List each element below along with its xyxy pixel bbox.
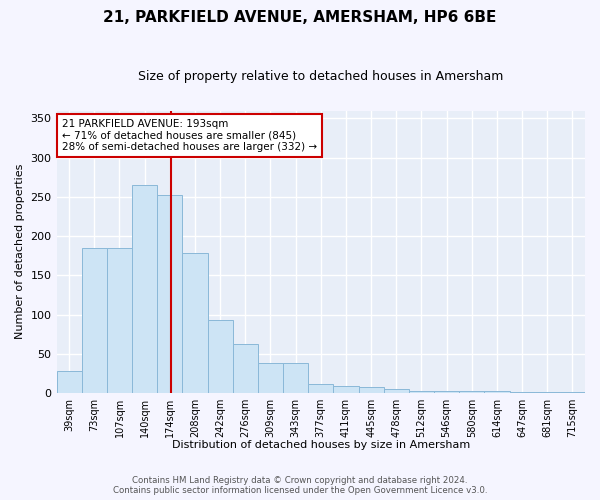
Bar [459, 392, 484, 393]
Bar [283, 363, 308, 393]
Bar [535, 392, 560, 393]
Bar [383, 389, 409, 393]
Bar [308, 384, 334, 393]
Bar [359, 388, 383, 393]
Bar [484, 392, 509, 393]
Text: 21, PARKFIELD AVENUE, AMERSHAM, HP6 6BE: 21, PARKFIELD AVENUE, AMERSHAM, HP6 6BE [103, 10, 497, 25]
Text: 21 PARKFIELD AVENUE: 193sqm
← 71% of detached houses are smaller (845)
28% of se: 21 PARKFIELD AVENUE: 193sqm ← 71% of det… [62, 119, 317, 152]
Bar [157, 194, 182, 393]
Bar [334, 386, 359, 393]
Bar [132, 185, 157, 393]
Bar [560, 392, 585, 393]
Bar [233, 344, 258, 393]
X-axis label: Distribution of detached houses by size in Amersham: Distribution of detached houses by size … [172, 440, 470, 450]
Bar [258, 363, 283, 393]
Bar [182, 254, 208, 393]
Y-axis label: Number of detached properties: Number of detached properties [15, 164, 25, 340]
Bar [409, 390, 434, 393]
Bar [56, 371, 82, 393]
Bar [208, 320, 233, 393]
Bar [434, 390, 459, 393]
Bar [82, 248, 107, 393]
Bar [509, 392, 535, 393]
Title: Size of property relative to detached houses in Amersham: Size of property relative to detached ho… [138, 70, 503, 83]
Text: Contains HM Land Registry data © Crown copyright and database right 2024.
Contai: Contains HM Land Registry data © Crown c… [113, 476, 487, 495]
Bar [107, 248, 132, 393]
